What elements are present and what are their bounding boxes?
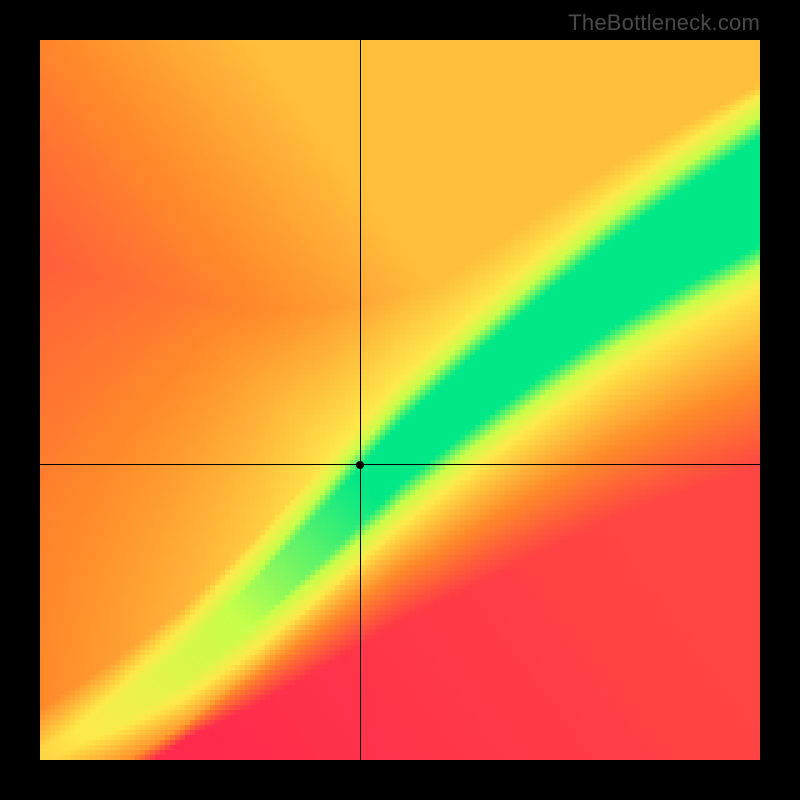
- bottleneck-heatmap: [40, 40, 760, 760]
- watermark-text: TheBottleneck.com: [568, 10, 760, 36]
- chart-container: TheBottleneck.com: [0, 0, 800, 800]
- crosshair-vertical: [360, 40, 361, 760]
- crosshair-horizontal: [40, 464, 760, 465]
- marker-dot: [356, 461, 364, 469]
